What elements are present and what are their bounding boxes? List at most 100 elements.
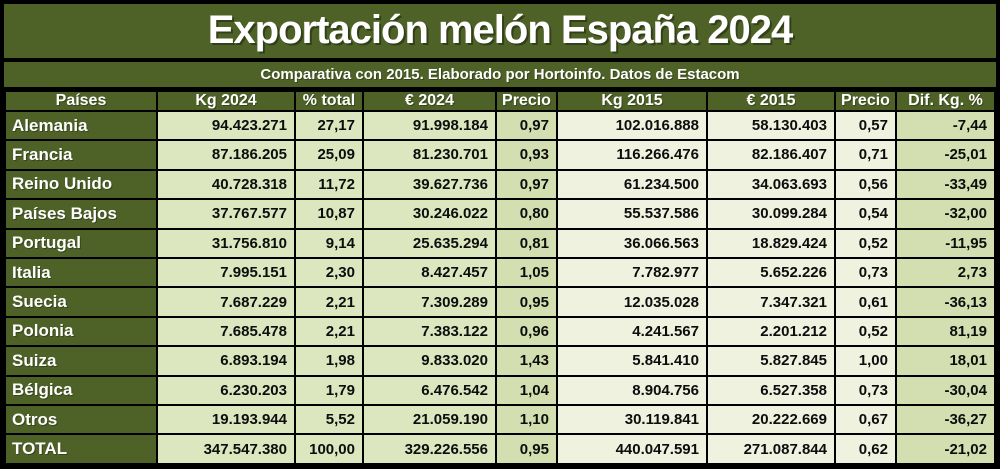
data-cell: 40.728.318 <box>156 168 296 201</box>
data-cell: 0,95 <box>495 433 558 465</box>
data-cell: -36,27 <box>895 404 996 436</box>
export-table: Países Kg 2024% total € 2024 Precio Kg 2015 €… <box>4 89 996 465</box>
data-cell: 0,54 <box>834 198 897 230</box>
country-cell: Francia <box>4 139 158 171</box>
data-cell: 7.309.289 <box>362 286 497 318</box>
data-cell: 81,19 <box>895 315 996 348</box>
table-row: Portugal 31.756.810 9,14 25.635.294 0,81 36.0… <box>4 227 996 259</box>
data-cell: 18.829.424 <box>706 227 836 259</box>
data-cell: 7.347.321 <box>706 286 836 318</box>
country-cell: Italia <box>4 256 158 289</box>
country-cell: TOTAL <box>4 433 158 465</box>
data-cell: 100,00 <box>294 433 364 465</box>
data-cell: 2.201.212 <box>706 315 836 348</box>
country-cell: Reino Unido <box>4 168 158 201</box>
data-cell: 19.193.944 <box>156 404 296 436</box>
data-cell: 58.130.403 <box>706 109 836 142</box>
data-cell: 1,10 <box>495 404 558 436</box>
data-cell: 0,81 <box>495 227 558 259</box>
data-cell: -21,02 <box>895 433 996 465</box>
data-cell: 2,30 <box>294 256 364 289</box>
data-cell: 81.230.701 <box>362 139 497 171</box>
data-cell: 8.904.756 <box>556 374 708 407</box>
data-cell: 18,01 <box>895 345 996 377</box>
data-cell: 1,79 <box>294 374 364 407</box>
column-header-7: Precio <box>834 89 897 112</box>
data-cell: 11,72 <box>294 168 364 201</box>
country-cell: Suecia <box>4 286 158 318</box>
data-cell: 5.827.845 <box>706 345 836 377</box>
table-row: Polonia 7.685.478 2,21 7.383.122 0,96 4.241.5… <box>4 315 996 348</box>
data-cell: 7.782.977 <box>556 256 708 289</box>
data-cell: 30.246.022 <box>362 198 497 230</box>
column-header-0: Países <box>4 89 158 112</box>
data-cell: 31.756.810 <box>156 227 296 259</box>
data-cell: 0,67 <box>834 404 897 436</box>
data-cell: 0,62 <box>834 433 897 465</box>
data-cell: 37.767.577 <box>156 198 296 230</box>
data-cell: 102.016.888 <box>556 109 708 142</box>
data-cell: 347.547.380 <box>156 433 296 465</box>
country-cell: Portugal <box>4 227 158 259</box>
data-cell: 34.063.693 <box>706 168 836 201</box>
data-cell: -11,95 <box>895 227 996 259</box>
data-cell: 2,73 <box>895 256 996 289</box>
data-cell: -36,13 <box>895 286 996 318</box>
country-cell: Países Bajos <box>4 198 158 230</box>
data-cell: 440.047.591 <box>556 433 708 465</box>
table-body: Alemania 94.423.271 27,17 91.998.184 0,97 102… <box>4 109 996 465</box>
data-cell: 0,97 <box>495 109 558 142</box>
data-cell: 5.841.410 <box>556 345 708 377</box>
column-header-3: € 2024 <box>362 89 497 112</box>
data-cell: 0,73 <box>834 374 897 407</box>
data-cell: 0,80 <box>495 198 558 230</box>
data-cell: 7.687.229 <box>156 286 296 318</box>
data-cell: -30,04 <box>895 374 996 407</box>
data-cell: 25.635.294 <box>362 227 497 259</box>
data-cell: 87.186.205 <box>156 139 296 171</box>
data-cell: 7.383.122 <box>362 315 497 348</box>
column-header-4: Precio <box>495 89 558 112</box>
data-cell: 6.893.194 <box>156 345 296 377</box>
country-cell: Polonia <box>4 315 158 348</box>
table-row: Bélgica 6.230.203 1,79 6.476.542 1,04 8.904.7… <box>4 374 996 407</box>
data-cell: 25,09 <box>294 139 364 171</box>
data-cell: 2,21 <box>294 315 364 348</box>
country-cell: Alemania <box>4 109 158 142</box>
data-cell: 5.652.226 <box>706 256 836 289</box>
data-cell: 20.222.669 <box>706 404 836 436</box>
data-cell: 7.995.151 <box>156 256 296 289</box>
data-cell: 61.234.500 <box>556 168 708 201</box>
table-row: Francia 87.186.205 25,09 81.230.701 0,93 116.… <box>4 139 996 171</box>
data-cell: 21.059.190 <box>362 404 497 436</box>
data-cell: 30.099.284 <box>706 198 836 230</box>
data-cell: 0,95 <box>495 286 558 318</box>
data-cell: 5,52 <box>294 404 364 436</box>
data-cell: 1,00 <box>834 345 897 377</box>
data-cell: 94.423.271 <box>156 109 296 142</box>
data-cell: 6.476.542 <box>362 374 497 407</box>
total-row: TOTAL 347.547.380 100,00 329.226.556 0,95 440… <box>4 433 996 465</box>
data-cell: -32,00 <box>895 198 996 230</box>
table-row: Suecia 7.687.229 2,21 7.309.289 0,95 12.035.0… <box>4 286 996 318</box>
data-cell: 10,87 <box>294 198 364 230</box>
column-header-6: € 2015 <box>706 89 836 112</box>
table-row: Italia 7.995.151 2,30 8.427.457 1,05 7.782.97… <box>4 256 996 289</box>
data-cell: 116.266.476 <box>556 139 708 171</box>
column-header-5: Kg 2015 <box>556 89 708 112</box>
data-cell: 329.226.556 <box>362 433 497 465</box>
data-cell: 0,56 <box>834 168 897 201</box>
country-cell: Bélgica <box>4 374 158 407</box>
page-title: Exportación melón España 2024 <box>4 4 996 62</box>
column-header-1: Kg 2024 <box>156 89 296 112</box>
data-cell: 91.998.184 <box>362 109 497 142</box>
table-row: Países Bajos 37.767.577 10,87 30.246.022 0,8… <box>4 198 996 230</box>
data-cell: 2,21 <box>294 286 364 318</box>
data-cell: -33,49 <box>895 168 996 201</box>
data-cell: 1,43 <box>495 345 558 377</box>
data-cell: 7.685.478 <box>156 315 296 348</box>
data-cell: 12.035.028 <box>556 286 708 318</box>
country-cell: Otros <box>4 404 158 436</box>
data-cell: -7,44 <box>895 109 996 142</box>
